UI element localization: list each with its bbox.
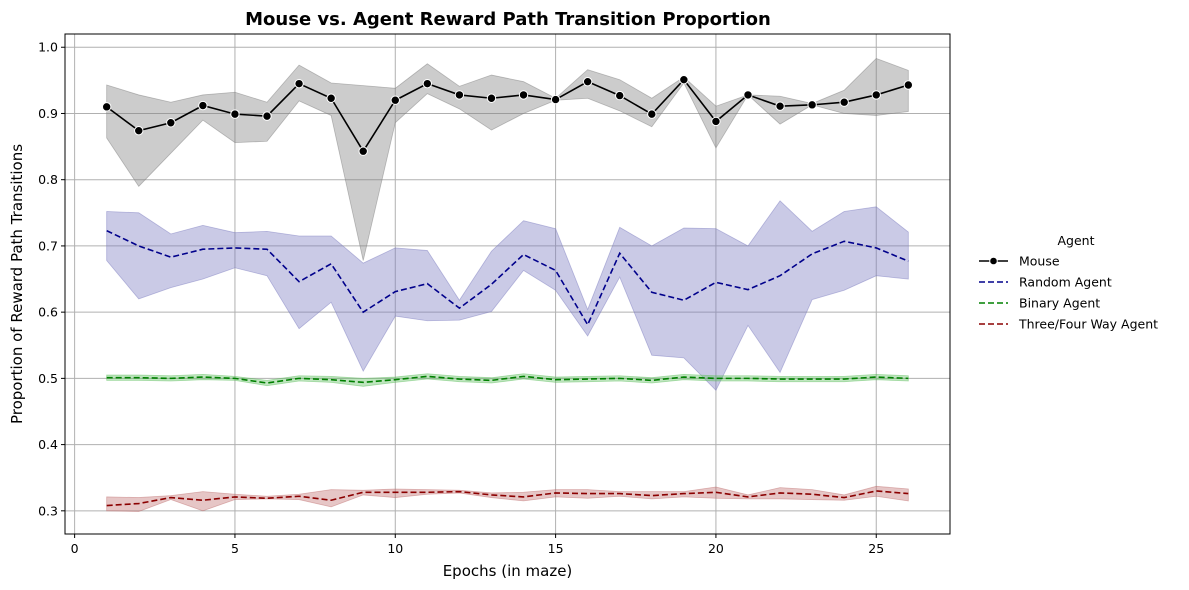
legend-marker-mouse <box>989 256 998 266</box>
x-tick-label: 20 <box>708 541 724 556</box>
mouse-point <box>871 90 881 100</box>
legend-label-three-four-way-agent: Three/Four Way Agent <box>1018 317 1158 332</box>
mouse-point <box>518 90 529 100</box>
mouse-point <box>775 101 785 111</box>
y-tick-label: 0.5 <box>38 371 58 386</box>
x-tick-label: 10 <box>387 541 403 556</box>
y-tick-label: 0.8 <box>38 172 58 187</box>
y-axis-label: Proportion of Reward Path Transitions <box>8 144 26 424</box>
grid <box>65 34 950 534</box>
mouse-point <box>101 102 112 112</box>
three-four-way-agent-line <box>106 490 909 507</box>
mouse-point <box>486 93 497 103</box>
mouse-point <box>230 109 240 119</box>
mouse-point <box>294 78 304 89</box>
x-axis-label: Epochs (in maze) <box>443 562 573 580</box>
y-tick-label: 0.3 <box>38 503 58 518</box>
mouse-point <box>422 78 433 89</box>
mouse-point <box>743 90 753 100</box>
mouse-point <box>326 93 336 103</box>
mouse-confidence-band <box>106 58 909 261</box>
legend-title: Agent <box>1058 233 1095 248</box>
binary-agent-confidence-band <box>106 373 909 387</box>
y-tick-label: 0.7 <box>38 238 58 253</box>
mouse-point <box>134 125 144 136</box>
mouse-point <box>550 94 561 105</box>
mouse-point <box>679 74 689 85</box>
axis-ticks: 0 5 10 15 20 25 0.3 0.4 0.5 0.6 0.7 0.8 0.9 1.0 <box>38 40 884 556</box>
x-tick-label: 0 <box>71 541 79 556</box>
x-tick-label: 25 <box>868 541 884 556</box>
legend: Agent Mouse Random Agent Binary Agent Three… <box>979 233 1158 332</box>
mouse-point <box>647 109 657 119</box>
mouse-point <box>358 146 368 156</box>
mouse-point <box>807 100 817 110</box>
legend-label-random-agent: Random Agent <box>1019 275 1112 290</box>
mouse-point <box>198 100 208 111</box>
y-tick-label: 0.4 <box>38 437 58 452</box>
binary-agent-line <box>106 375 909 384</box>
series-lines <box>106 78 909 507</box>
y-tick-label: 0.6 <box>38 305 58 320</box>
random-agent-line <box>106 229 909 327</box>
mouse-point <box>711 116 721 127</box>
mouse-point <box>582 76 593 87</box>
x-tick-label: 5 <box>231 541 239 556</box>
mouse-line <box>106 78 909 153</box>
mouse-point <box>390 95 400 105</box>
series-markers <box>101 74 914 156</box>
y-tick-label: 1.0 <box>38 40 58 55</box>
mouse-point <box>262 111 272 121</box>
legend-label-binary-agent: Binary Agent <box>1019 296 1100 311</box>
x-tick-label: 15 <box>548 541 564 556</box>
mouse-point <box>903 80 914 90</box>
mouse-point <box>615 90 625 101</box>
y-tick-label: 0.9 <box>38 106 58 121</box>
chart-title: Mouse vs. Agent Reward Path Transition P… <box>245 9 771 30</box>
random-agent-confidence-band <box>106 200 909 391</box>
mouse-point <box>166 118 176 128</box>
mouse-point <box>839 97 849 107</box>
legend-label-mouse: Mouse <box>1019 254 1060 269</box>
mouse-point <box>454 90 465 100</box>
plot-frame <box>64 33 951 535</box>
